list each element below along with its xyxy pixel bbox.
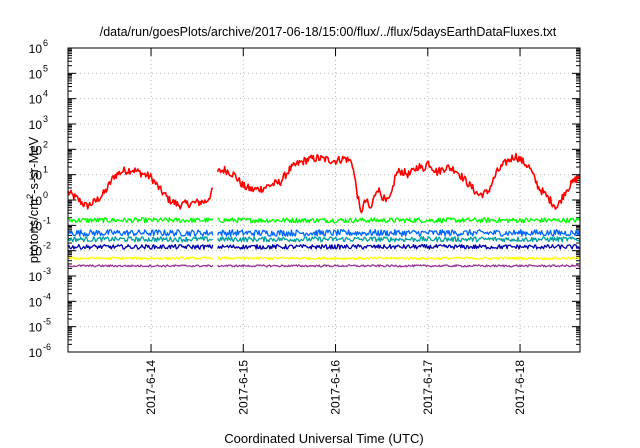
y-tick-label-exponent: -2 bbox=[43, 241, 51, 251]
y-tick-label-base: 10 bbox=[29, 295, 43, 309]
y-tick-label-base: 10 bbox=[29, 346, 43, 360]
series-line-3 bbox=[67, 236, 581, 243]
y-axis-ticks: 10 -610 -510 -410 -310 -210 -110 010 110 210 310 41… bbox=[29, 38, 580, 360]
y-tick-label-exponent: -5 bbox=[43, 317, 51, 327]
x-tick-label: 2017-6-14 bbox=[144, 360, 158, 415]
y-axis-label-rest: -s-sr-MeV bbox=[26, 136, 41, 193]
y-tick-label-base: 10 bbox=[29, 169, 43, 183]
y-tick-label: 10 bbox=[29, 346, 43, 360]
y-tick-label: 10 bbox=[29, 219, 43, 233]
y-tick-label-base: 10 bbox=[29, 321, 43, 335]
y-tick-label: 10 bbox=[29, 295, 43, 309]
series-line-1 bbox=[67, 217, 581, 224]
y-tick-label-exponent: -1 bbox=[43, 215, 51, 225]
series-line-5 bbox=[67, 256, 581, 261]
grid-lines bbox=[68, 48, 580, 352]
y-tick-label-exponent: -6 bbox=[43, 342, 51, 352]
y-tick-label: 10 bbox=[29, 143, 43, 157]
y-tick-label-exponent: 5 bbox=[43, 63, 48, 73]
y-tick-label: 10 bbox=[29, 194, 43, 208]
plot-frame bbox=[67, 47, 581, 353]
y-axis-label-exponent: 2 bbox=[25, 194, 35, 199]
y-axis-label: protons/cm2-s-sr-MeV bbox=[25, 136, 41, 263]
y-tick-label-exponent: -3 bbox=[43, 266, 51, 276]
y-tick-label-base: 10 bbox=[29, 42, 43, 56]
y-tick-label-exponent: 0 bbox=[43, 190, 48, 200]
y-tick-label-base: 10 bbox=[29, 118, 43, 132]
y-tick-label: 10 bbox=[29, 270, 43, 284]
y-tick-label: 10 bbox=[29, 169, 43, 183]
series-line-2 bbox=[67, 228, 581, 237]
y-tick-label: 10 bbox=[29, 93, 43, 107]
y-tick-label: 10 bbox=[29, 42, 43, 56]
series-group bbox=[67, 152, 581, 268]
y-tick-label: 10 bbox=[29, 118, 43, 132]
x-tick-label: 2017-6-16 bbox=[329, 360, 343, 415]
y-tick-label-base: 10 bbox=[29, 67, 43, 81]
x-tick-label: 2017-6-18 bbox=[513, 360, 527, 415]
series-line-0 bbox=[67, 152, 581, 214]
y-tick-label: 10 bbox=[29, 245, 43, 259]
y-tick-label: 10 bbox=[29, 321, 43, 335]
y-tick-label-base: 10 bbox=[29, 219, 43, 233]
y-axis-label-base: protons/cm bbox=[26, 199, 41, 263]
y-tick-label-base: 10 bbox=[29, 194, 43, 208]
y-tick-label-base: 10 bbox=[29, 245, 43, 259]
series-line-6 bbox=[67, 264, 581, 268]
y-tick-label-exponent: -4 bbox=[43, 291, 51, 301]
y-tick-label-exponent: 1 bbox=[43, 165, 48, 175]
x-axis-ticks: 2017-6-14 2017-6-15 2017-6-16 2017-6-17 2017… bbox=[144, 48, 527, 415]
x-axis-label: Coordinated Universal Time (UTC) bbox=[224, 431, 423, 446]
y-tick-label: 10 bbox=[29, 67, 43, 81]
chart-title: /data/run/goesPlots/archive/2017-06-18/1… bbox=[100, 25, 557, 39]
y-tick-label-base: 10 bbox=[29, 270, 43, 284]
y-tick-label-exponent: 4 bbox=[43, 89, 48, 99]
y-tick-label-base: 10 bbox=[29, 143, 43, 157]
y-tick-label-base: 10 bbox=[29, 93, 43, 107]
x-tick-label: 2017-6-17 bbox=[421, 360, 435, 415]
x-tick-label: 2017-6-15 bbox=[236, 360, 250, 415]
y-tick-label-exponent: 2 bbox=[43, 139, 48, 149]
series-line-4 bbox=[67, 243, 581, 250]
y-tick-label-exponent: 3 bbox=[43, 114, 48, 124]
y-tick-label-exponent: 6 bbox=[43, 38, 48, 48]
